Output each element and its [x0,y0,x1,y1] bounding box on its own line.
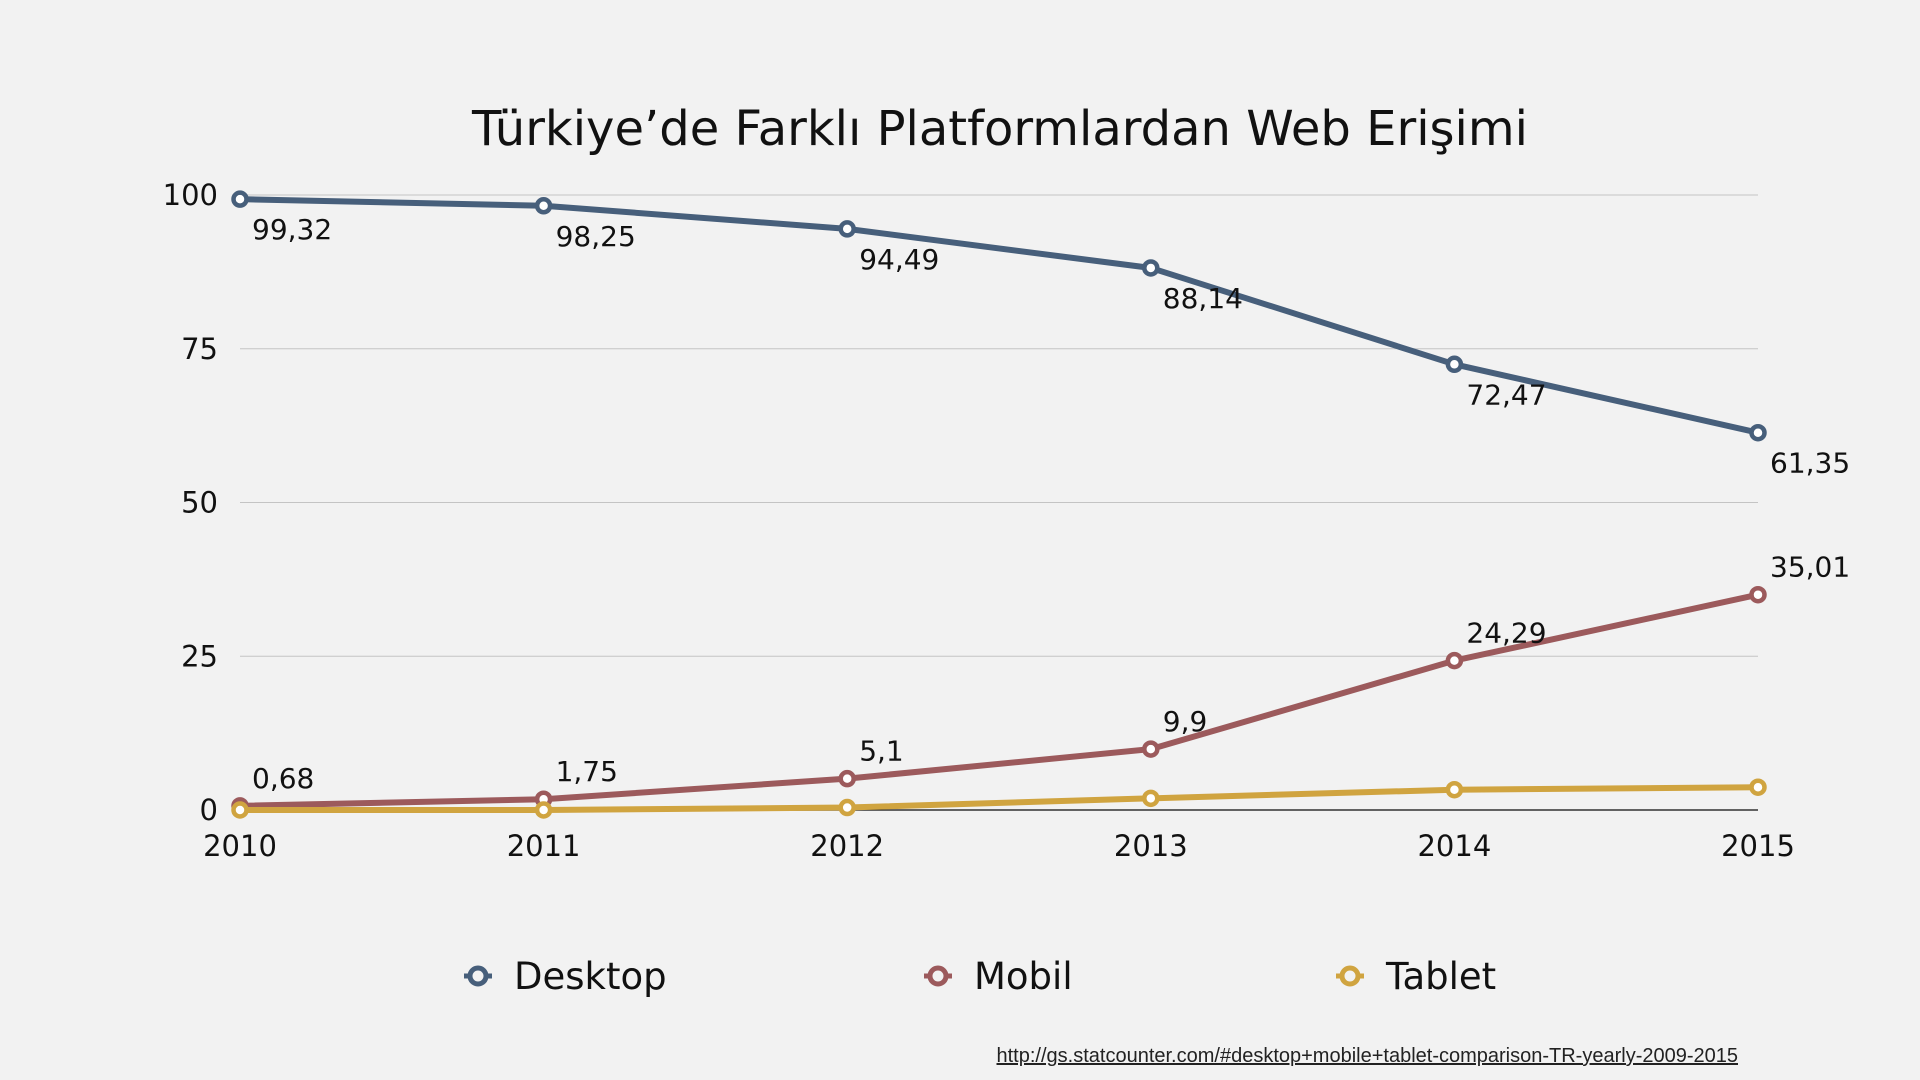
x-tick-label: 2015 [1721,829,1795,863]
legend-marker-icon [1339,965,1361,987]
y-tick-label: 25 [181,639,218,673]
data-point-mobil [838,769,856,788]
data-labels: 99,32 98,25 94,49 88,14 72,47 61,35 0,68 1,75 5,… [252,213,1850,795]
data-point-desktop [1445,355,1464,374]
data-point-desktop [838,220,856,238]
data-point-tablet [838,798,856,817]
data-label-desktop: 88,14 [1163,282,1243,315]
data-point-mobil [1445,651,1464,670]
series-line-desktop [237,196,1761,436]
data-label-desktop: 61,35 [1770,447,1850,480]
data-point-desktop [534,197,553,215]
series-line-mobil [237,591,1761,809]
data-point-desktop [231,190,249,208]
x-tick-label: 2013 [1114,829,1188,863]
data-point-desktop [1749,423,1767,442]
data-label-mobil: 1,75 [556,755,618,788]
data-point-tablet [534,801,553,819]
data-point-desktop [1142,259,1160,277]
data-label-mobil: 9,9 [1163,705,1208,738]
legend-marker-icon [467,965,489,987]
legend-label-tablet: Tablet [1385,955,1496,998]
legend-label-mobil: Mobil [974,955,1073,998]
x-tick-label: 2010 [203,829,277,863]
data-label-mobil: 5,1 [859,735,904,768]
legend: Desktop Mobil Tablet [464,955,1496,998]
data-label-desktop: 98,25 [556,220,636,253]
data-point-tablet [1445,780,1464,799]
x-tick-label: 2011 [507,829,581,863]
legend-label-desktop: Desktop [514,955,667,998]
x-tick-label: 2012 [810,829,884,863]
y-tick-label: 0 [200,793,218,827]
data-label-desktop: 72,47 [1466,378,1546,411]
source-link[interactable]: http://gs.statcounter.com/#desktop+mobil… [997,1045,1739,1067]
data-label-mobil: 24,29 [1466,617,1546,650]
data-label-mobil: 0,68 [252,762,314,795]
data-point-tablet [231,801,249,819]
data-point-mobil [1142,740,1160,758]
legend-marker-icon [927,965,949,987]
data-label-desktop: 94,49 [859,243,939,276]
y-tick-label: 75 [181,332,218,366]
gridlines [240,194,1758,811]
data-point-tablet [1142,789,1160,808]
data-point-mobil [1749,585,1767,604]
series-line-tablet [237,784,1761,813]
y-tick-label: 100 [163,178,218,212]
data-point-tablet [1749,778,1767,796]
x-tick-label: 2014 [1417,829,1491,863]
data-label-desktop: 99,32 [252,213,332,246]
y-tick-label: 50 [181,486,218,520]
chart-title: Türkiye’de Farklı Platformlardan Web Eri… [471,101,1528,157]
axis-labels: 0 25 50 75 100 2010 2011 2012 2013 2014 2015 [163,178,1795,863]
series-lines [231,190,1767,819]
data-label-mobil: 35,01 [1770,551,1850,584]
